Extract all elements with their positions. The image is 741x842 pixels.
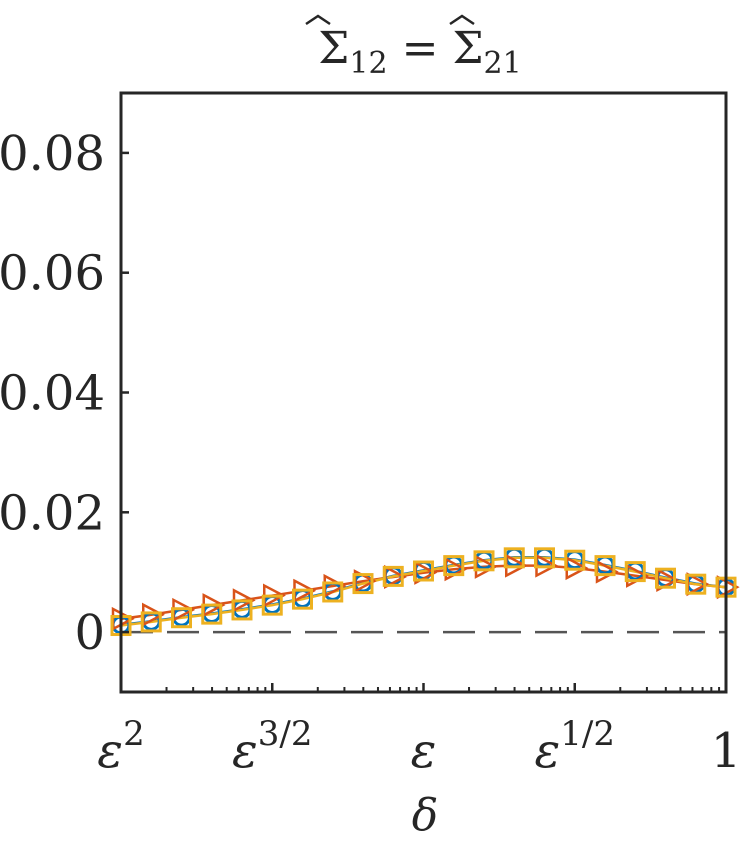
x-tick-label: 1 [711,723,741,779]
series-3-square-marker [564,549,586,571]
x-tick-label-exponent: 1/2 [560,714,615,754]
series-3-square-marker [171,607,192,629]
series-3-square-marker [594,555,616,577]
y-tick-label: 0 [74,605,105,661]
series-3-square-marker [382,565,404,587]
title-symbol-left: Σ [318,23,349,74]
y-tick-label: 0.04 [0,366,105,422]
y-tick-label: 0.08 [0,126,105,182]
series-3-square-marker [261,594,283,616]
series-3-square-marker [624,561,646,583]
x-tick-label: ε1/2 [535,714,615,779]
x-tick-label: ε3/2 [232,714,312,779]
series-3-square-marker [231,599,253,621]
x-tick-label-base: ε [97,723,123,779]
chart-title: Σ12 = Σ21 [305,14,522,81]
x-tick-label-exponent: 3/2 [258,714,313,754]
series-3-square-marker [534,547,555,569]
series-3-square-marker [503,547,525,569]
series-3-square-marker [443,555,465,577]
x-tick-label: ε [411,723,437,779]
svg-text:Σ12=Σ21: Σ12 = Σ21 [318,23,521,81]
series-3-square-marker [292,588,313,610]
title-hat-right [449,14,475,26]
y-tick-label: 0.02 [0,485,105,541]
title-subscript-right: 21 [484,46,522,81]
title-equals: = [402,23,439,74]
x-tick-label-base: ε [535,723,561,779]
title-subscript-left: 12 [349,46,387,81]
series-3-square-marker [473,550,495,572]
series-3-square-marker [685,573,707,595]
x-tick-label-base: ε [232,723,258,779]
axes-box [119,91,728,694]
x-tick-label-exponent: 2 [123,714,145,754]
series-3-square-marker [655,567,676,589]
x-tick-label: ε2 [97,714,144,779]
x-axis-label: δ [412,790,439,841]
title-symbol-right: Σ [452,23,483,74]
series-3-square-marker [322,581,344,603]
series-3-square-marker [413,560,434,582]
x-tick-label-base: ε [411,723,437,779]
series-3-square-marker [352,573,374,595]
series-3-square-marker [201,603,223,625]
x-tick-label-base: 1 [711,723,741,779]
series-3-square-marker [140,611,162,633]
title-hat-left [305,14,331,26]
y-tick-label: 0.06 [0,246,105,302]
